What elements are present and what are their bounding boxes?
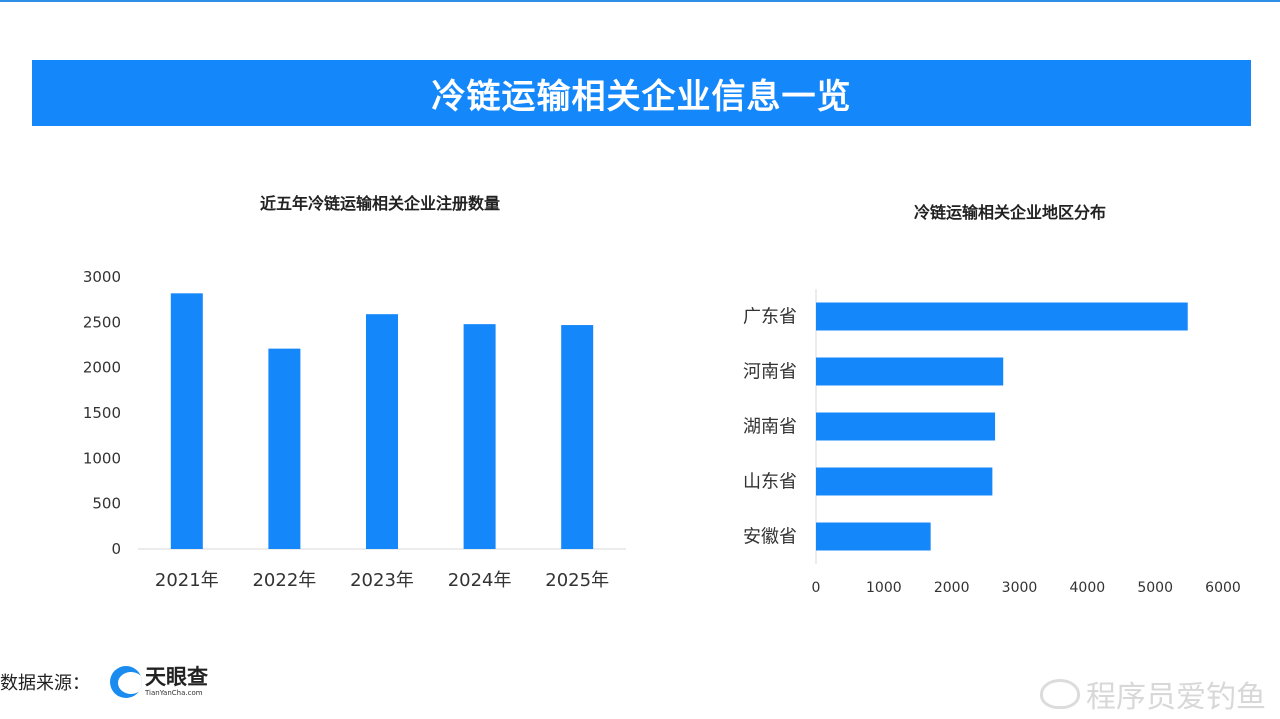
bar bbox=[366, 314, 398, 549]
y-tick-label: 2000 bbox=[83, 359, 121, 377]
bar bbox=[268, 348, 301, 549]
y-tick-label: 0 bbox=[111, 540, 121, 558]
x-tick-label: 2000 bbox=[934, 580, 970, 596]
horizontal-chart-title: 冷链运输相关企业地区分布 bbox=[913, 203, 1106, 222]
x-tick-label: 6000 bbox=[1205, 580, 1241, 596]
y-tick-label: 湖南省 bbox=[743, 417, 797, 438]
logo-name: 天眼查 bbox=[145, 665, 208, 689]
x-tick-label: 0 bbox=[812, 580, 821, 596]
x-tick-label: 2022年 bbox=[252, 570, 316, 591]
y-tick-label: 河南省 bbox=[743, 362, 797, 383]
y-tick-label: 2500 bbox=[83, 313, 121, 331]
x-tick-label: 2023年 bbox=[350, 570, 414, 591]
bar bbox=[463, 324, 496, 549]
banner-title: 冷链运输相关企业信息一览 bbox=[431, 76, 852, 117]
bar bbox=[816, 412, 996, 441]
x-tick-label: 4000 bbox=[1070, 580, 1106, 596]
bar bbox=[170, 293, 203, 549]
y-tick-label: 广东省 bbox=[743, 307, 797, 328]
tianyancha-logo-icon bbox=[110, 666, 142, 698]
x-tick-label: 2024年 bbox=[448, 570, 512, 591]
y-tick-label: 安徽省 bbox=[743, 527, 797, 548]
top-rule bbox=[0, 0, 1280, 2]
x-tick-label: 2021年 bbox=[155, 570, 219, 591]
watermark-text: 程序员爱钓鱼 bbox=[1086, 680, 1266, 715]
weibo-icon bbox=[1040, 679, 1080, 709]
bar bbox=[561, 325, 594, 549]
title-banner: 冷链运输相关企业信息一览 bbox=[32, 60, 1251, 126]
bar bbox=[816, 467, 993, 496]
y-tick-label: 3000 bbox=[83, 268, 121, 286]
y-tick-label: 山东省 bbox=[743, 472, 797, 493]
tianyancha-logo: 天眼查 TianYanCha.com bbox=[110, 666, 208, 698]
vertical-chart-title: 近五年冷链运输相关企业注册数量 bbox=[259, 194, 500, 213]
x-tick-label: 3000 bbox=[1002, 580, 1038, 596]
watermark: 程序员爱钓鱼 bbox=[1040, 672, 1266, 716]
y-tick-label: 500 bbox=[92, 495, 121, 513]
x-tick-label: 2025年 bbox=[545, 570, 609, 591]
logo-url: TianYanCha.com bbox=[145, 689, 203, 697]
bar bbox=[816, 522, 931, 551]
x-tick-label: 5000 bbox=[1137, 580, 1173, 596]
y-tick-label: 1500 bbox=[83, 404, 121, 422]
y-tick-label: 1000 bbox=[83, 449, 121, 467]
bar bbox=[816, 357, 1004, 386]
data-source: 数据来源： 天眼查 TianYanCha.com bbox=[0, 666, 208, 698]
x-tick-label: 1000 bbox=[866, 580, 902, 596]
bar bbox=[816, 302, 1188, 331]
source-label: 数据来源： bbox=[0, 673, 90, 694]
